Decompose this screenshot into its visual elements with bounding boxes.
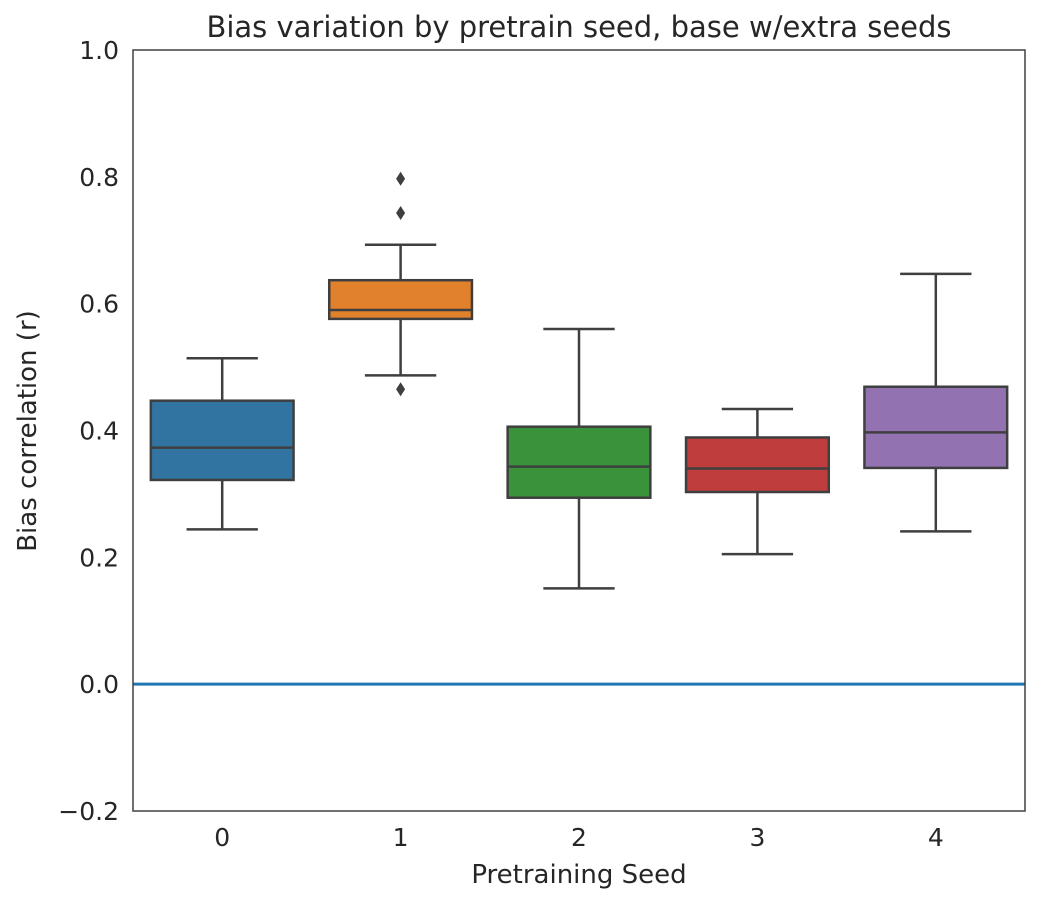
y-tick-label: 0.4	[79, 417, 119, 446]
outlier-point	[396, 171, 406, 186]
y-tick-label: 0.8	[79, 163, 119, 192]
box-group-seed-2	[506, 327, 652, 590]
outlier-point	[396, 205, 406, 220]
plot-area	[133, 171, 1025, 686]
x-tick-label: 1	[393, 823, 409, 852]
x-tick-label: 4	[928, 823, 944, 852]
box-iqr	[863, 385, 1009, 470]
box-iqr	[684, 436, 831, 494]
y-axis-ticks: −0.2 0.0 0.2 0.4 0.6 0.8 1.0	[58, 36, 119, 826]
box-group-seed-0	[149, 356, 295, 531]
outlier-point	[396, 382, 406, 397]
y-tick-label: −0.2	[58, 797, 119, 826]
y-axis-label: Bias correlation (r)	[13, 310, 43, 552]
y-tick-label: 1.0	[79, 36, 119, 65]
box-iqr	[506, 425, 652, 499]
y-tick-label: 0.6	[79, 290, 119, 319]
y-tick-label: 0.0	[79, 670, 119, 699]
x-tick-label: 0	[214, 823, 230, 852]
x-tick-label: 2	[571, 823, 587, 852]
x-tick-label: 3	[749, 823, 765, 852]
y-tick-label: 0.2	[79, 543, 119, 572]
box-group-seed-4	[863, 272, 1009, 533]
box-group-seed-3	[684, 407, 831, 556]
box-group-seed-1	[327, 171, 474, 397]
chart-title: Bias variation by pretrain seed, base w/…	[206, 10, 951, 44]
box-iqr	[149, 399, 295, 482]
x-axis-ticks: 0 1 2 3 4	[214, 823, 944, 852]
x-axis-label: Pretraining Seed	[471, 860, 686, 890]
plot-frame	[132, 49, 1026, 812]
box-iqr	[327, 278, 474, 321]
